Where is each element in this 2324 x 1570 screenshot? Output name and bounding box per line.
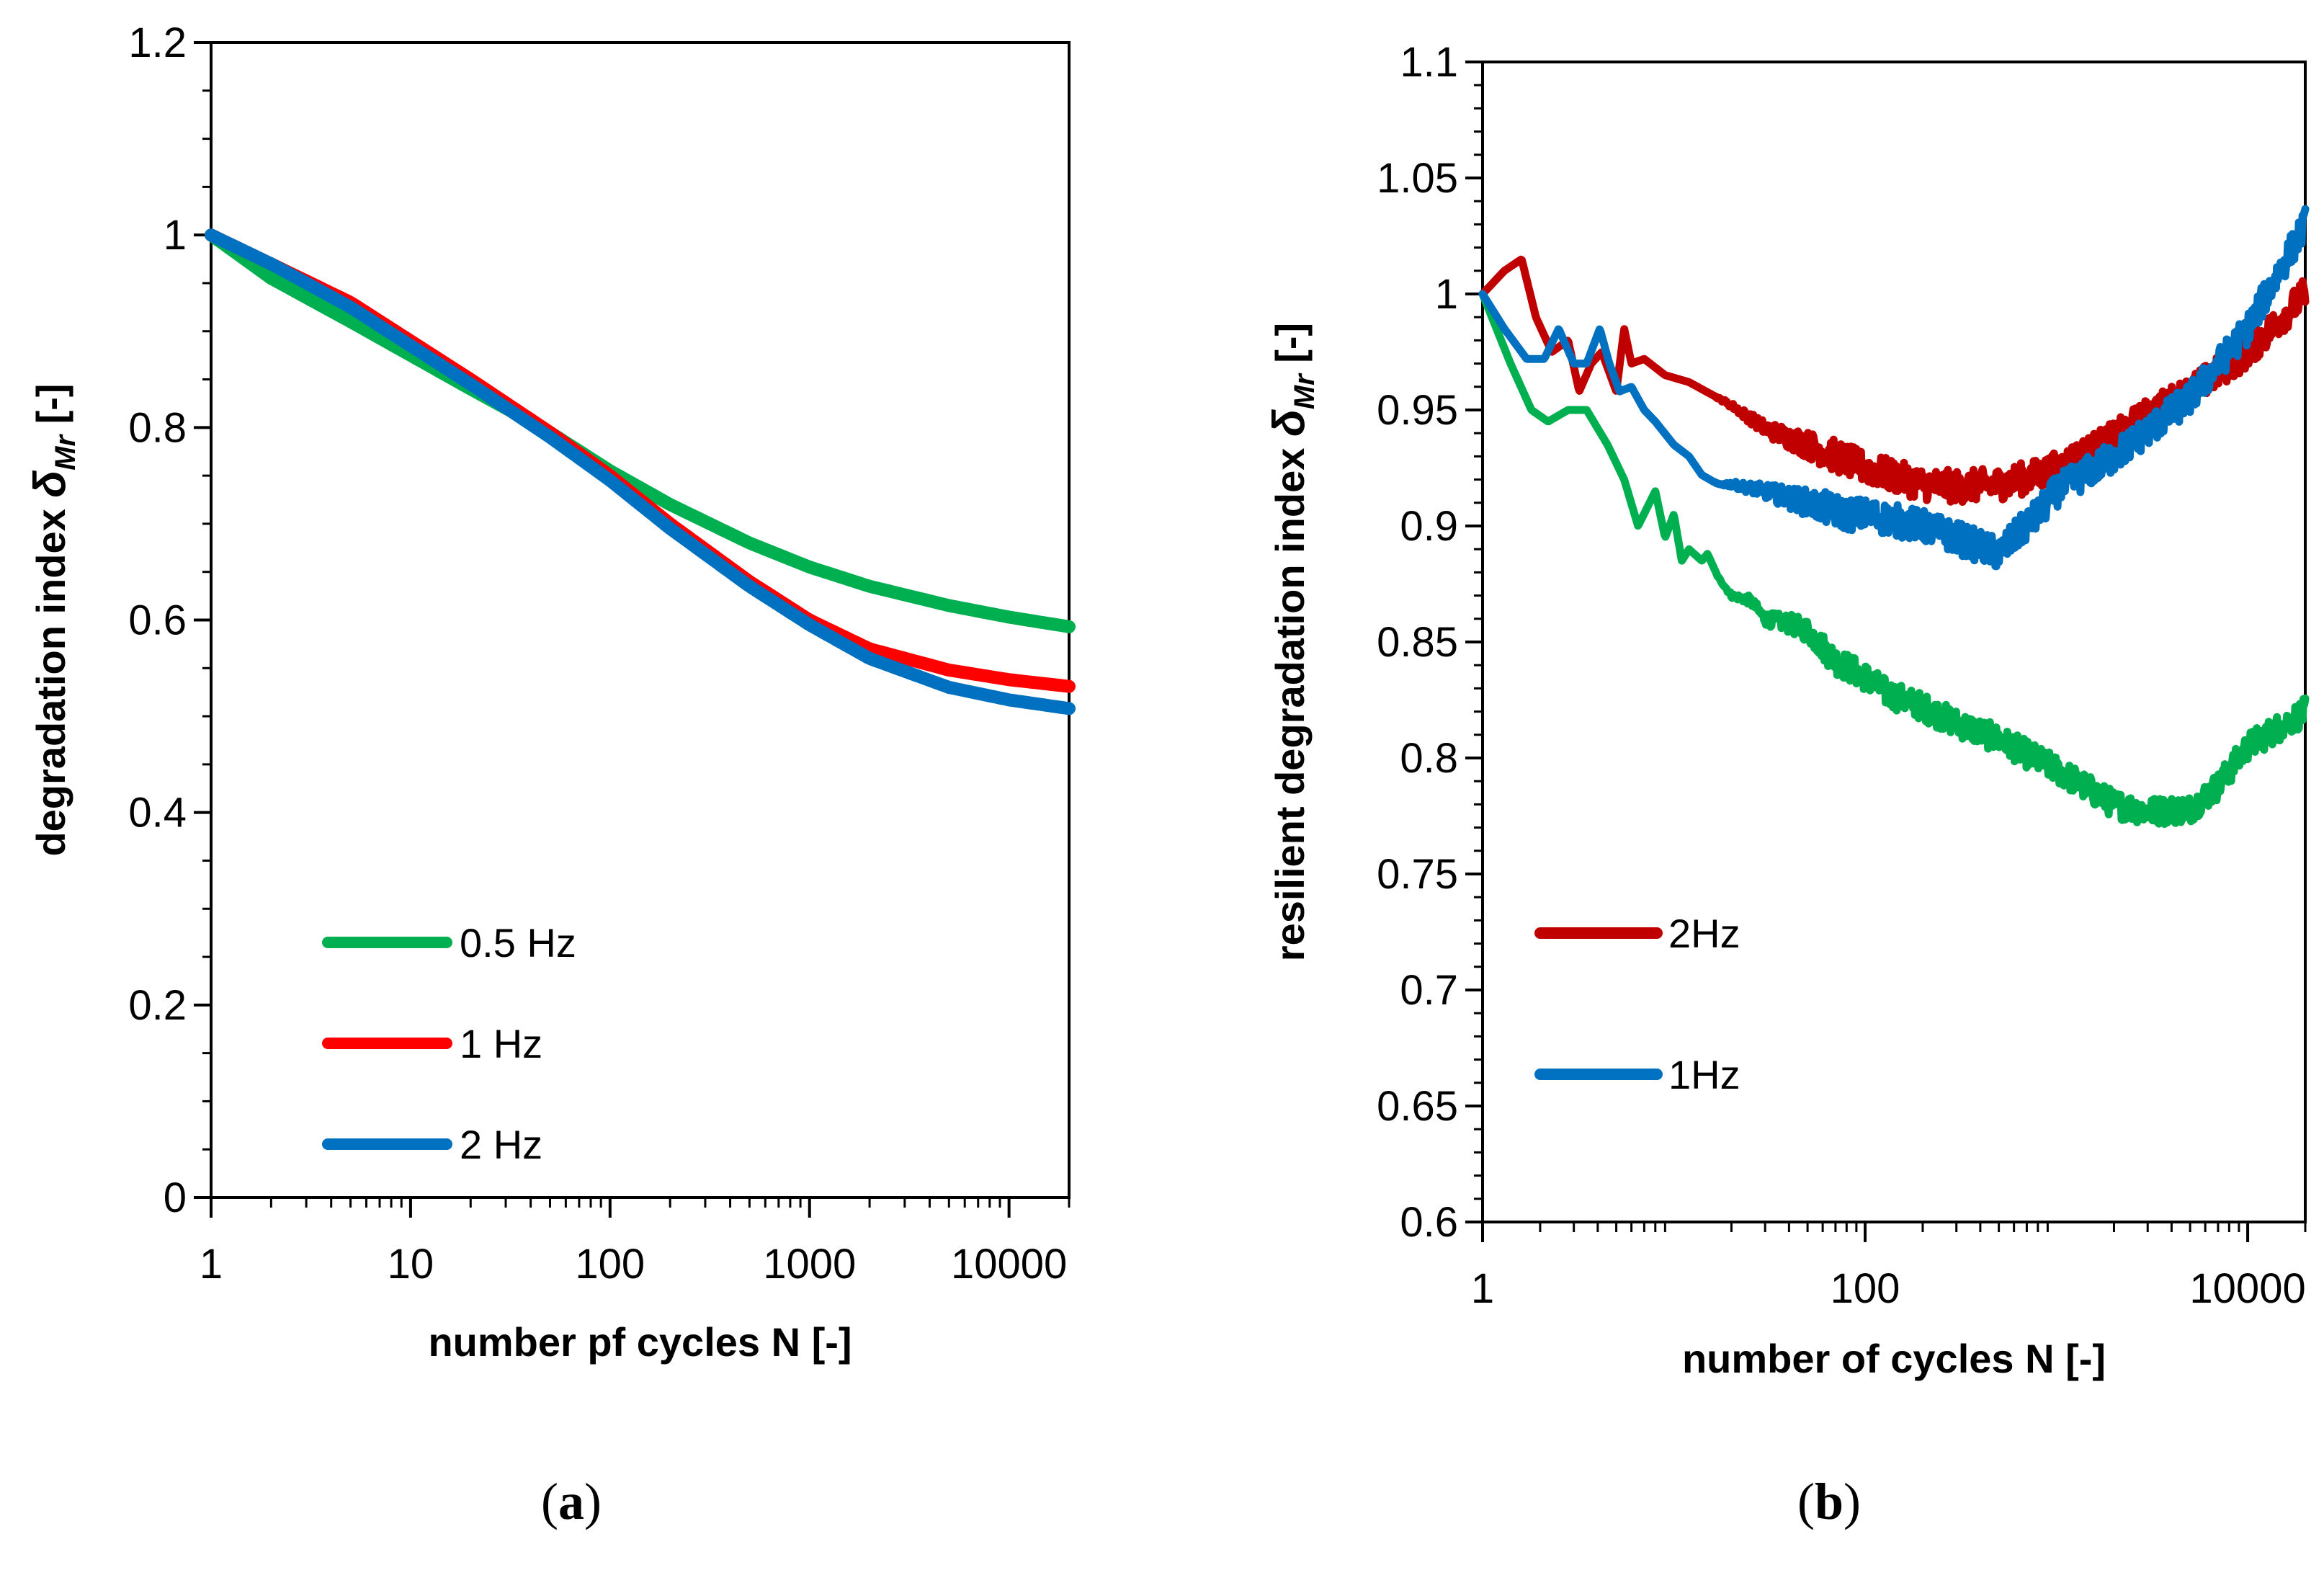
series-line-2-hz xyxy=(205,228,1076,715)
x-tick-label: 10000 xyxy=(951,1241,1067,1288)
y-tick-label: 0.75 xyxy=(1377,851,1458,898)
y-tick-label: 0.65 xyxy=(1377,1083,1458,1130)
y-tick-label: 1 xyxy=(1435,271,1458,318)
y-tick-label: 1.1 xyxy=(1400,39,1458,86)
series-line-2hz xyxy=(1478,255,2310,507)
x-tick-label: 1000 xyxy=(763,1241,856,1288)
y-axis-title: degradation index δMr [-] xyxy=(25,383,81,856)
y-tick-label: 0.9 xyxy=(1400,503,1458,550)
y-tick-label: 0.95 xyxy=(1377,387,1458,434)
y-tick-label: 0.6 xyxy=(128,597,187,644)
y-tick-label: 0.8 xyxy=(1400,735,1458,782)
x-axis-title: number of cycles N [-] xyxy=(1682,1336,2106,1381)
x-tick-label: 100 xyxy=(575,1241,645,1288)
x-tick-label: 100 xyxy=(1831,1265,1900,1312)
legend-label: 1Hz xyxy=(1668,1052,1740,1097)
y-tick-label: 0.8 xyxy=(128,404,187,451)
series-line-0_5-hz xyxy=(205,228,1076,633)
y-tick-label: 0.2 xyxy=(128,982,187,1029)
legend-label: 0.5 Hz xyxy=(460,920,576,965)
y-tick-label: 1.2 xyxy=(128,19,187,66)
y-tick-label: 0 xyxy=(164,1174,187,1221)
plot-area-frame xyxy=(1481,61,2307,1223)
legend-label: 1 Hz xyxy=(460,1021,542,1066)
y-tick-label: 0.6 xyxy=(1400,1199,1458,1246)
y-tick-label: 0.4 xyxy=(128,790,187,837)
y-tick-label: 1.05 xyxy=(1377,155,1458,202)
x-tick-label: 10000 xyxy=(2189,1265,2305,1312)
y-axis-title: resilient degradation index δMr [-] xyxy=(1264,323,1320,961)
chart-a: 0 0.2 0.4 0.6 0.8 1 1.2 1 10 100 1000 10000 0.5 Hz 1 … xyxy=(25,19,1076,1530)
x-axis-title: number pf cycles N [-] xyxy=(428,1319,852,1365)
series-line-unlabeled xyxy=(1478,290,2310,829)
legend-label: 2Hz xyxy=(1668,911,1740,956)
y-tick-label: 0.85 xyxy=(1377,619,1458,666)
x-tick-label: 1 xyxy=(1471,1265,1494,1312)
legend-label: 2 Hz xyxy=(460,1122,542,1167)
x-tick-label: 1 xyxy=(200,1241,223,1288)
x-tick-label: 10 xyxy=(388,1241,434,1288)
plot-area-frame xyxy=(210,41,1071,1199)
panel-caption: (a) xyxy=(541,1473,602,1530)
series-line-1hz xyxy=(1478,205,2310,571)
chart-b: 0.6 0.65 0.7 0.75 0.8 0.85 0.9 0.95 1 1.05 1.1 1 100… xyxy=(1264,39,2310,1530)
y-tick-label: 0.7 xyxy=(1400,967,1458,1014)
y-tick-label: 1 xyxy=(164,212,187,259)
panel-caption: (b) xyxy=(1797,1473,1861,1530)
